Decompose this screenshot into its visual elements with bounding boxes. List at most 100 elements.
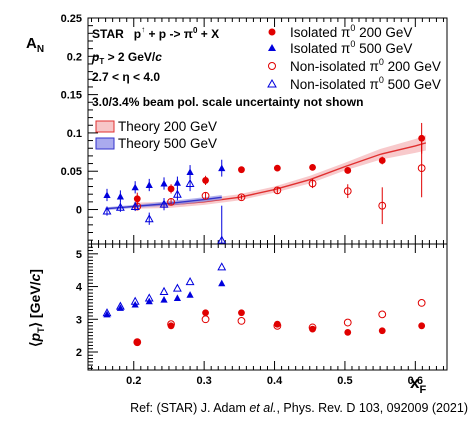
- point-isolated-pi0-200-gev: [378, 157, 386, 164]
- legend-band-theory-500: [95, 137, 115, 150]
- y-tick-label: 0.1: [67, 128, 82, 140]
- y-tick-label: 0.25: [61, 13, 82, 25]
- point-non-isolated-pi0-500-gev: [159, 199, 169, 208]
- legend: Isolated π0 200 GeV Isolated π0 500 GeV …: [95, 23, 441, 151]
- point-isolated-pi0-500-gev: [186, 291, 194, 298]
- point-non-isolated-pi0-200-gev: [237, 193, 246, 202]
- point-non-isolated-pi0-500-gev: [130, 296, 140, 305]
- point-isolated-pi0-500-gev: [131, 183, 139, 191]
- annotation-reaction: STAR p↑ + p -> π0 + X: [92, 25, 219, 41]
- asymmetry-panel: 0 0.05 0.1 0.15 0.2 0.25: [61, 13, 448, 245]
- point-non-isolated-pi0-200-gev: [167, 197, 175, 206]
- point-non-isolated-pi0-500-gev: [217, 235, 227, 244]
- point-isolated-pi0-200-gev: [238, 166, 245, 174]
- x-tick-label: 0.4: [267, 375, 283, 387]
- point-isolated-pi0-200-gev: [418, 322, 426, 330]
- point-isolated-pi0-200-gev: [167, 322, 175, 330]
- y-tick-label: 5: [76, 249, 82, 261]
- theory-line-theory-500-gev: [105, 196, 222, 210]
- point-non-isolated-pi0-200-gev: [378, 201, 387, 210]
- y-tick-label: 0.2: [67, 51, 82, 63]
- point-isolated-pi0-200-gev: [133, 338, 141, 346]
- point-isolated-pi0-500-gev: [186, 168, 194, 175]
- point-non-isolated-pi0-200-gev: [273, 321, 282, 330]
- mean-pt-panel: 2 3 4 5 0.2 0.3 0.4 0.5 0.6: [76, 243, 448, 387]
- annotation-scale-uncertainty: 3.0/3.4% beam pol. scale uncertainty not…: [92, 95, 363, 109]
- point-non-isolated-pi0-500-gev: [144, 214, 154, 223]
- legend-band-theory-200: [95, 120, 115, 133]
- legend-label-isolated-500: Isolated π0 500 GeV: [290, 39, 412, 56]
- point-isolated-pi0-200-gev: [202, 177, 209, 184]
- point-non-isolated-pi0-500-gev: [172, 283, 182, 292]
- point-isolated-pi0-200-gev: [273, 320, 281, 328]
- point-non-isolated-pi0-200-gev: [167, 320, 175, 329]
- point-non-isolated-pi0-200-gev: [201, 191, 210, 200]
- point-non-isolated-pi0-200-gev: [237, 317, 246, 325]
- an-axis-label: AN: [26, 35, 44, 55]
- point-isolated-pi0-500-gev: [160, 296, 168, 303]
- legend-marker-isolated-200: [268, 28, 276, 36]
- reference-citation: Ref: (STAR) J. Adam et al., Phys. Rev. D…: [130, 401, 468, 415]
- y-tick-label: 0.05: [61, 166, 82, 178]
- point-isolated-pi0-200-gev: [378, 327, 386, 335]
- y-tick-label: 3: [76, 314, 82, 326]
- point-isolated-pi0-500-gev: [173, 294, 181, 301]
- x-tick-label: 0.2: [126, 375, 141, 387]
- point-non-isolated-pi0-200-gev: [133, 338, 142, 347]
- annotation-eta-range: 2.7 < η < 4.0: [92, 70, 160, 84]
- x-tick-label: 0.5: [337, 375, 352, 387]
- point-isolated-pi0-200-gev: [133, 195, 141, 203]
- point-isolated-pi0-200-gev: [344, 167, 352, 174]
- point-non-isolated-pi0-500-gev: [102, 308, 112, 317]
- legend-label-theory-200: Theory 200 GeV: [118, 119, 217, 134]
- point-non-isolated-pi0-200-gev: [201, 315, 210, 324]
- point-isolated-pi0-500-gev: [218, 279, 226, 287]
- legend-marker-nonisolated-500: [267, 78, 277, 88]
- y-tick-label: 0: [76, 205, 82, 217]
- point-non-isolated-pi0-500-gev: [217, 262, 227, 271]
- point-non-isolated-pi0-200-gev: [273, 186, 282, 195]
- y-tick-label: 0.15: [61, 90, 82, 102]
- point-isolated-pi0-200-gev: [344, 328, 352, 336]
- legend-label-nonisolated-200: Non-isolated π0 200 GeV: [290, 57, 441, 74]
- legend-label-isolated-200: Isolated π0 200 GeV: [290, 23, 412, 40]
- point-isolated-pi0-200-gev: [238, 309, 245, 317]
- point-non-isolated-pi0-500-gev: [172, 189, 182, 198]
- point-isolated-pi0-500-gev: [116, 192, 124, 200]
- point-isolated-pi0-200-gev: [202, 309, 209, 317]
- point-isolated-pi0-500-gev: [103, 191, 111, 198]
- annotation-pt-cut: pT > 2 GeV/c: [91, 50, 162, 66]
- point-isolated-pi0-500-gev: [218, 164, 226, 172]
- point-isolated-pi0-200-gev: [273, 164, 281, 172]
- y-tick-label: 4: [76, 282, 83, 294]
- y-tick-label: 2: [76, 347, 82, 359]
- point-non-isolated-pi0-200-gev: [378, 310, 387, 319]
- point-non-isolated-pi0-200-gev: [343, 187, 352, 196]
- legend-marker-nonisolated-200: [268, 62, 276, 70]
- point-non-isolated-pi0-500-gev: [102, 206, 112, 215]
- point-isolated-pi0-200-gev: [418, 134, 426, 142]
- point-non-isolated-pi0-500-gev: [115, 301, 125, 310]
- point-non-isolated-pi0-500-gev: [130, 201, 140, 210]
- point-non-isolated-pi0-500-gev: [185, 178, 195, 187]
- x-tick-label: 0.6: [408, 375, 423, 387]
- mean-pt-axis-label: ⟨pT⟩ [GeV/c]: [27, 269, 46, 347]
- point-non-isolated-pi0-200-gev: [308, 179, 317, 188]
- point-non-isolated-pi0-200-gev: [417, 164, 426, 173]
- legend-marker-isolated-500: [268, 44, 276, 51]
- point-non-isolated-pi0-200-gev: [343, 318, 352, 327]
- point-non-isolated-pi0-500-gev: [159, 286, 169, 295]
- plot-frame: [87, 243, 448, 371]
- legend-label-nonisolated-500: Non-isolated π0 500 GeV: [290, 75, 441, 92]
- point-isolated-pi0-500-gev: [173, 179, 181, 186]
- point-non-isolated-pi0-500-gev: [185, 276, 195, 286]
- legend-label-theory-500: Theory 500 GeV: [118, 136, 217, 151]
- point-isolated-pi0-500-gev: [160, 179, 168, 187]
- point-isolated-pi0-200-gev: [167, 185, 175, 193]
- point-non-isolated-pi0-500-gev: [115, 202, 125, 211]
- point-non-isolated-pi0-200-gev: [308, 323, 317, 332]
- point-isolated-pi0-200-gev: [309, 325, 316, 333]
- point-isolated-pi0-500-gev: [145, 181, 153, 189]
- point-non-isolated-pi0-200-gev: [417, 299, 426, 307]
